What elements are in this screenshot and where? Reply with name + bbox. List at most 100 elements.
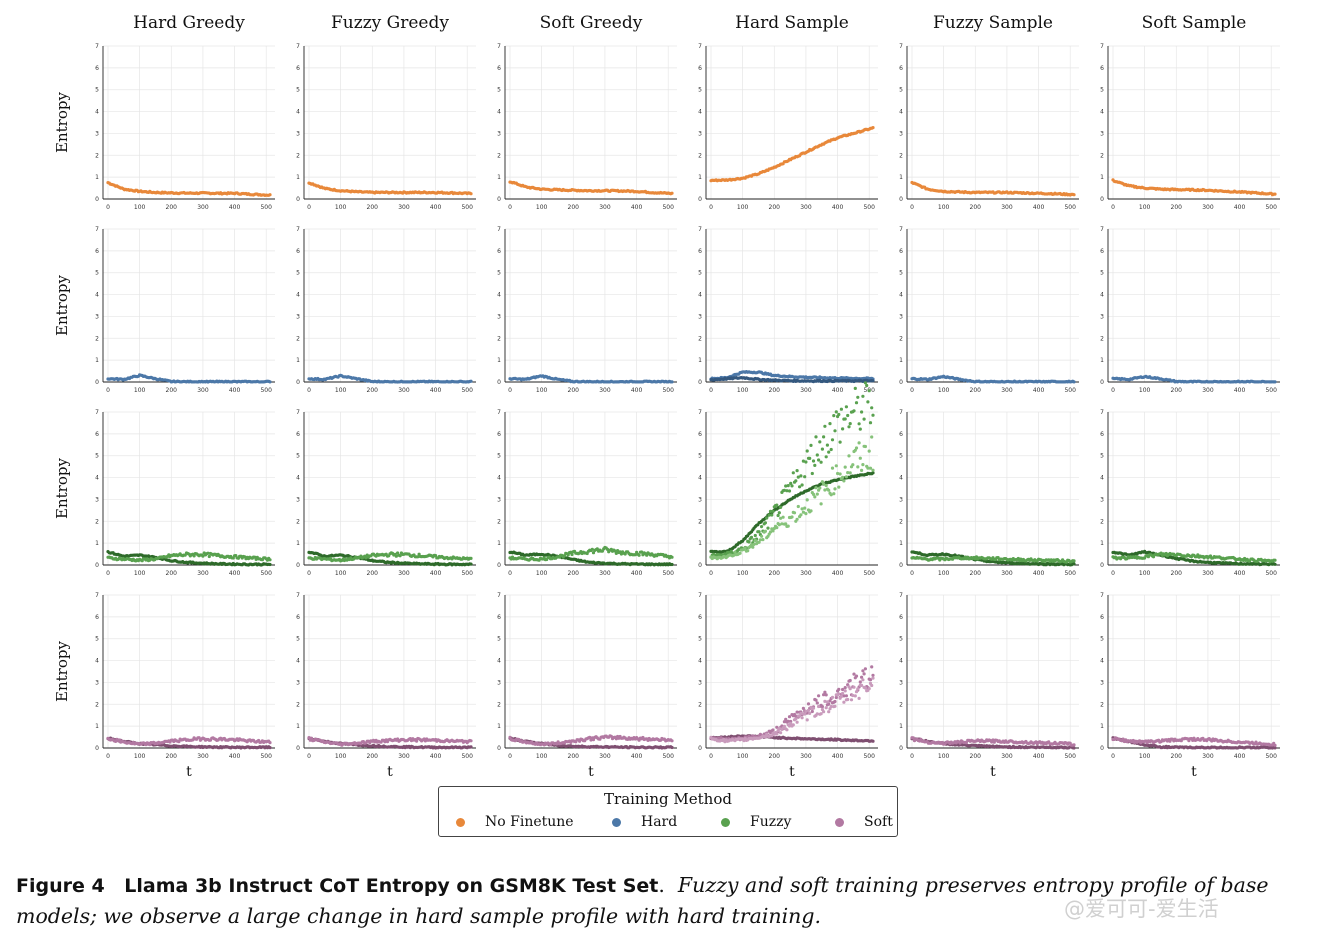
data-point	[838, 440, 842, 444]
column-titles: Hard Greedy Fuzzy Greedy Soft Greedy Hard S…	[133, 13, 1246, 33]
y-tick-label: 4	[497, 109, 501, 116]
y-tick-label: 2	[1100, 518, 1104, 525]
x-tick-label: 200	[769, 753, 781, 760]
y-tick-label: 7	[1100, 409, 1104, 416]
x-tick-label: 300	[1001, 387, 1013, 394]
y-tick-label: 3	[296, 130, 300, 137]
x-tick-label: 300	[1202, 204, 1214, 211]
data-point	[851, 463, 855, 467]
y-tick-label: 3	[899, 130, 903, 137]
x-tick-label: 0	[709, 753, 713, 760]
y-tick-label: 1	[95, 357, 99, 364]
x-tick-label: 500	[260, 387, 272, 394]
data-point	[747, 540, 751, 544]
data-point	[790, 515, 794, 519]
data-point	[805, 449, 809, 453]
data-point	[469, 556, 473, 561]
x-tick-label: 400	[430, 753, 442, 760]
x-tick-label: 200	[367, 570, 379, 577]
y-tick-label: 1	[698, 357, 702, 364]
series-hard-0	[709, 370, 875, 381]
y-tick-label: 2	[1100, 335, 1104, 342]
data-point	[832, 492, 836, 496]
x-tick-label: 200	[970, 570, 982, 577]
data-point	[809, 509, 813, 513]
data-point	[818, 486, 822, 490]
y-tick-label: 4	[1100, 475, 1104, 482]
x-tick-label: 100	[737, 570, 749, 577]
data-point	[824, 483, 828, 488]
y-tick-label: 1	[497, 723, 501, 730]
x-tick-label: 500	[461, 387, 473, 394]
y-tick-label: 5	[95, 453, 99, 460]
y-tick-label: 2	[698, 701, 702, 708]
y-tick-label: 0	[95, 196, 99, 203]
data-point	[811, 459, 816, 463]
y-tick-label: 4	[296, 658, 300, 665]
data-point	[743, 546, 747, 550]
y-tick-label: 6	[698, 431, 702, 438]
x-tick-label: 0	[1111, 204, 1115, 211]
data-point	[837, 485, 841, 489]
y-tick-label: 0	[296, 196, 300, 203]
data-point	[792, 511, 797, 515]
data-point	[1273, 562, 1277, 566]
data-point	[842, 479, 846, 483]
y-tick-label: 2	[698, 152, 702, 159]
x-tick-label: 0	[106, 753, 110, 760]
y-tick-label: 2	[296, 152, 300, 159]
x-tick-label: 400	[631, 387, 643, 394]
y-tick-label: 2	[95, 152, 99, 159]
x-tick-label: 100	[536, 387, 548, 394]
x-tick-label: 0	[709, 204, 713, 211]
x-tick-label: 200	[970, 204, 982, 211]
y-axis-label: Entropy	[53, 458, 71, 519]
x-tick-label: 100	[134, 570, 146, 577]
y-tick-label: 5	[497, 636, 501, 643]
data-point	[833, 429, 837, 433]
y-tick-label: 1	[899, 357, 903, 364]
x-tick-label: 400	[1234, 570, 1246, 577]
y-tick-label: 2	[95, 518, 99, 525]
data-point	[830, 466, 835, 470]
data-point	[810, 471, 814, 476]
x-tick-label: 500	[662, 753, 674, 760]
x-tick-label: 400	[832, 387, 844, 394]
data-point	[1273, 558, 1277, 562]
y-tick-label: 7	[698, 409, 702, 416]
y-tick-label: 7	[296, 226, 300, 233]
y-tick-label: 5	[1100, 270, 1104, 277]
data-point	[790, 484, 794, 488]
data-point	[799, 513, 803, 517]
data-point	[749, 535, 754, 540]
data-point	[834, 410, 838, 414]
y-tick-label: 5	[296, 270, 300, 277]
data-point	[820, 447, 825, 451]
y-tick-label: 5	[95, 87, 99, 94]
y-tick-label: 3	[899, 313, 903, 320]
series-hard-0	[1111, 374, 1277, 384]
y-tick-label: 1	[899, 540, 903, 547]
x-tick-label: 400	[1234, 387, 1246, 394]
data-point	[763, 529, 768, 533]
y-tick-label: 5	[95, 270, 99, 277]
x-tick-label: 200	[769, 387, 781, 394]
y-tick-label: 2	[497, 701, 501, 708]
x-tick-label: 100	[536, 204, 548, 211]
column-title-fuzzy-greedy: Fuzzy Greedy	[331, 13, 449, 33]
y-tick-label: 6	[899, 431, 903, 438]
y-tick-label: 7	[698, 43, 702, 50]
y-tick-label: 3	[95, 130, 99, 137]
y-tick-label: 0	[698, 745, 702, 752]
x-tick-label: 300	[1202, 570, 1214, 577]
y-tick-label: 2	[296, 335, 300, 342]
x-tick-label: 100	[134, 387, 146, 394]
data-point	[815, 492, 819, 496]
x-tick-label: 200	[568, 387, 580, 394]
data-point	[796, 504, 800, 509]
